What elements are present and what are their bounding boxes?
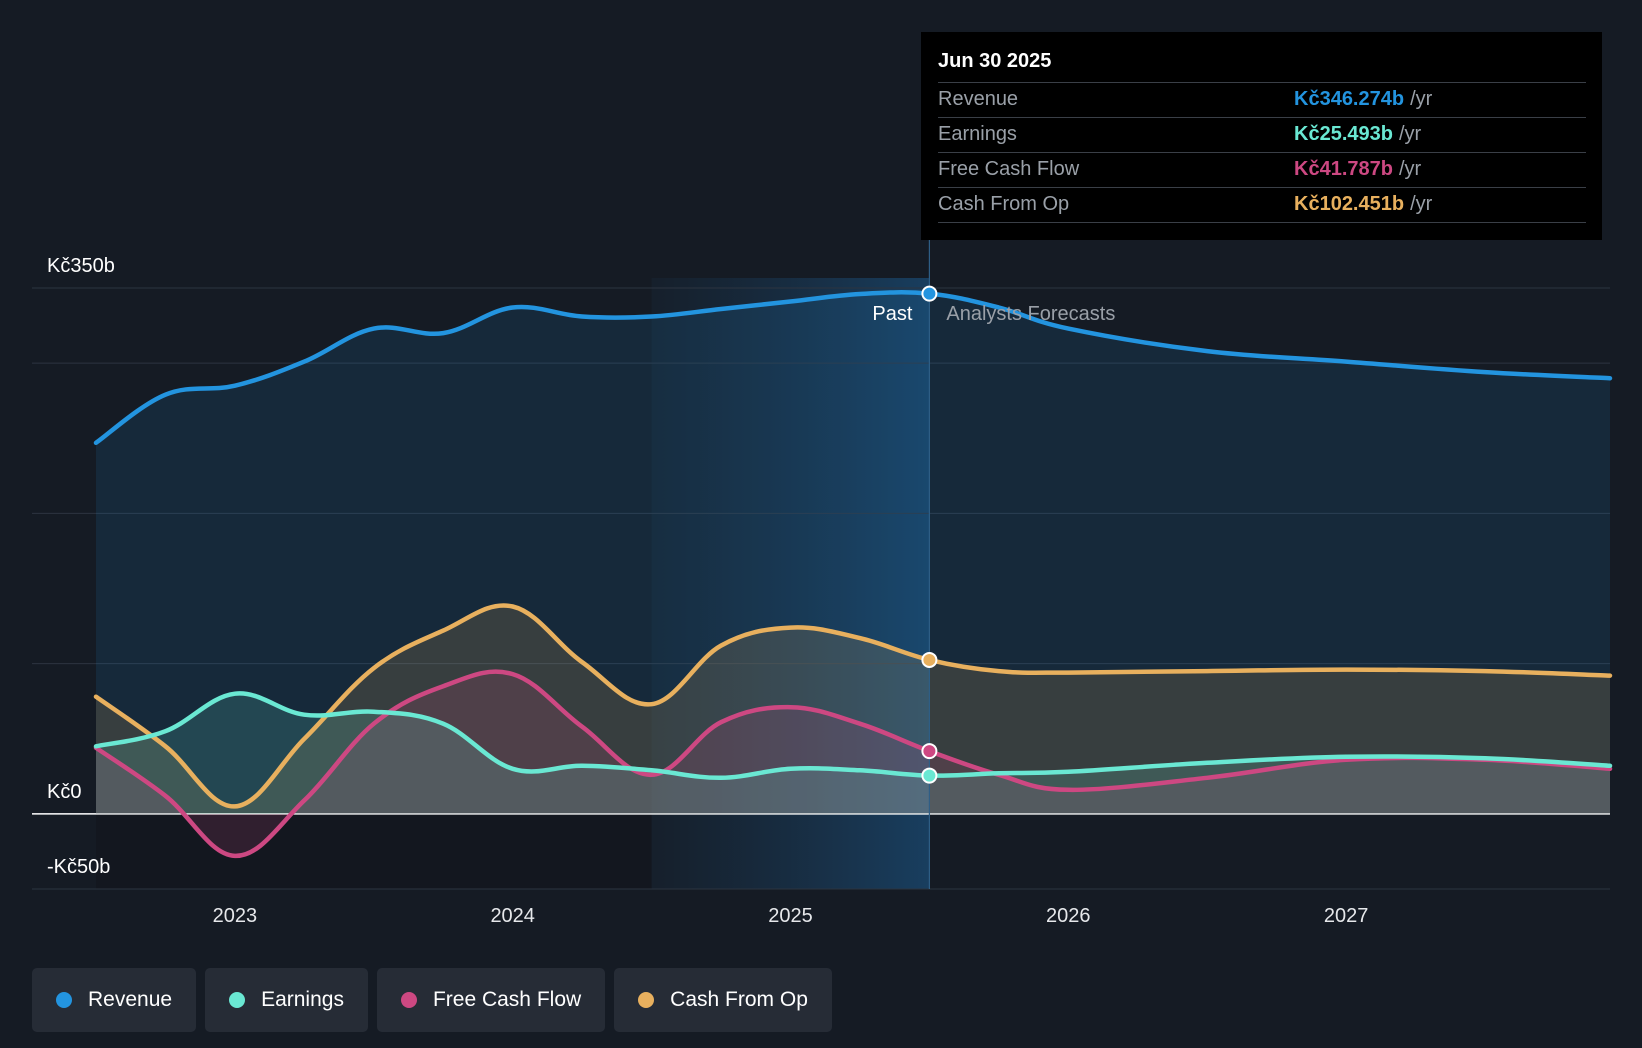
x-tick-label: 2027 — [1324, 905, 1369, 927]
tooltip-unit: /yr — [1398, 123, 1422, 145]
x-tick-label: 2025 — [768, 905, 813, 927]
revenue-line — [93, 290, 1613, 446]
chart-legend: Revenue Earnings Free Cash Flow Cash Fro… — [32, 968, 832, 1032]
highlight-point-revenue — [921, 285, 938, 302]
tooltip-row-revenue: Revenue Kč346.274b /yr — [938, 83, 1586, 118]
tooltip-value: Kč346.274b — [1294, 88, 1405, 110]
free-cash-flow-dot-icon — [400, 992, 417, 1008]
free-cash-flow-line — [93, 669, 1613, 859]
revenue-area — [96, 292, 1610, 814]
earnings-area — [96, 693, 1610, 814]
tooltip-panel: Jun 30 2025 Revenue Kč346.274b /yr Earni… — [921, 32, 1602, 240]
y-tick-label: Kč0 — [47, 781, 81, 803]
past-base-band — [96, 813, 652, 889]
tooltip-value: Kč102.451b — [1294, 193, 1405, 215]
tooltip-label: Earnings — [938, 123, 1017, 145]
x-tick-label: 2024 — [490, 905, 535, 927]
free-cash-flow-area — [96, 671, 1610, 856]
legend-item-free-cash-flow[interactable]: Free Cash Flow — [376, 968, 606, 1032]
tooltip-label: Revenue — [938, 88, 1019, 110]
tooltip-value: Kč41.787b — [1294, 158, 1393, 180]
tooltip-unit: /yr — [1410, 88, 1433, 110]
forecast-label: Analysts Forecasts — [946, 303, 1115, 325]
past-highlight-band — [651, 278, 930, 889]
past-label: Past — [872, 303, 912, 325]
tooltip-date: Jun 30 2025 — [938, 46, 1586, 83]
tooltip-row-cash-from-op: Cash From Op Kč102.451b /yr — [938, 188, 1586, 223]
legend-label: Free Cash Flow — [432, 988, 582, 1011]
tooltip-label: Cash From Op — [938, 193, 1070, 215]
earnings-dot-icon — [229, 992, 246, 1008]
tooltip-unit: /yr — [1398, 158, 1422, 180]
legend-item-cash-from-op[interactable]: Cash From Op — [614, 968, 832, 1032]
tooltip-unit: /yr — [1410, 193, 1433, 215]
highlight-point-cash-from-op — [921, 651, 938, 668]
y-tick-label: Kč350b — [47, 255, 115, 277]
highlight-point-free-cash-flow — [921, 743, 938, 760]
x-tick-label: 2023 — [213, 905, 258, 927]
legend-label: Revenue — [88, 988, 173, 1011]
earnings-line — [93, 691, 1613, 781]
legend-label: Earnings — [261, 988, 344, 1011]
legend-label: Cash From Op — [670, 988, 808, 1011]
cash-from-op-line — [93, 603, 1613, 809]
cash-from-op-dot-icon — [638, 992, 655, 1008]
x-tick-label: 2026 — [1046, 905, 1091, 927]
highlight-point-earnings — [921, 767, 938, 784]
legend-item-earnings[interactable]: Earnings — [205, 968, 368, 1032]
tooltip-label: Free Cash Flow — [938, 158, 1080, 180]
revenue-dot-icon — [56, 992, 72, 1008]
tooltip-row-earnings: Earnings Kč25.493b /yr — [938, 118, 1586, 153]
legend-item-revenue[interactable]: Revenue — [32, 968, 197, 1032]
y-tick-label: -Kč50b — [47, 856, 110, 878]
tooltip-value: Kč25.493b — [1294, 123, 1393, 145]
tooltip-row-free-cash-flow: Free Cash Flow Kč41.787b /yr — [938, 153, 1586, 188]
